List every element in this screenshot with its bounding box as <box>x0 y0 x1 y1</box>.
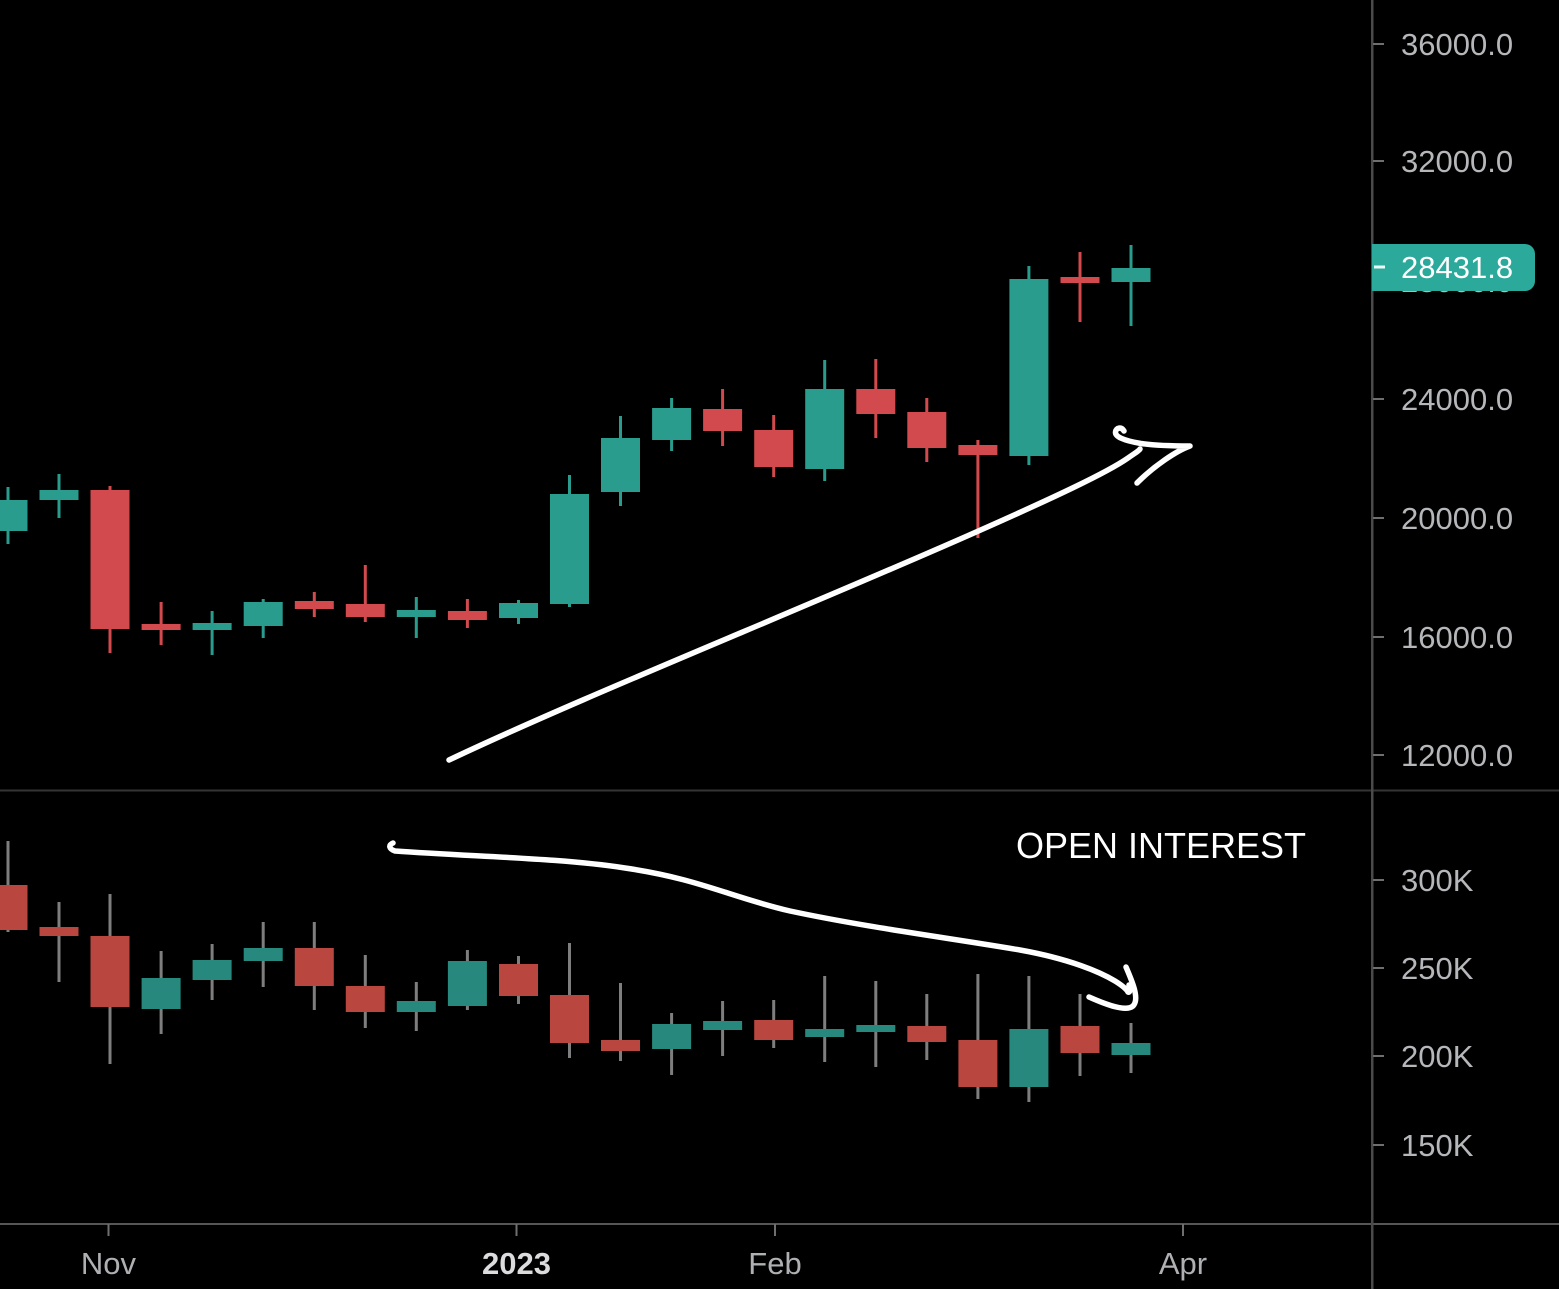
svg-text:Feb: Feb <box>748 1246 801 1281</box>
svg-text:150K: 150K <box>1401 1128 1474 1163</box>
svg-text:12000.0: 12000.0 <box>1401 738 1513 773</box>
svg-text:28431.8: 28431.8 <box>1401 250 1513 285</box>
svg-text:Nov: Nov <box>81 1246 137 1281</box>
svg-text:20000.0: 20000.0 <box>1401 501 1513 536</box>
svg-text:32000.0: 32000.0 <box>1401 144 1513 179</box>
svg-text:2023: 2023 <box>482 1246 551 1281</box>
svg-text:200K: 200K <box>1401 1039 1474 1074</box>
svg-text:250K: 250K <box>1401 951 1474 986</box>
svg-text:OPEN INTEREST: OPEN INTEREST <box>1016 825 1306 866</box>
svg-text:300K: 300K <box>1401 863 1474 898</box>
svg-text:24000.0: 24000.0 <box>1401 382 1513 417</box>
svg-text:Apr: Apr <box>1159 1246 1207 1281</box>
svg-text:36000.0: 36000.0 <box>1401 27 1513 62</box>
svg-text:16000.0: 16000.0 <box>1401 620 1513 655</box>
